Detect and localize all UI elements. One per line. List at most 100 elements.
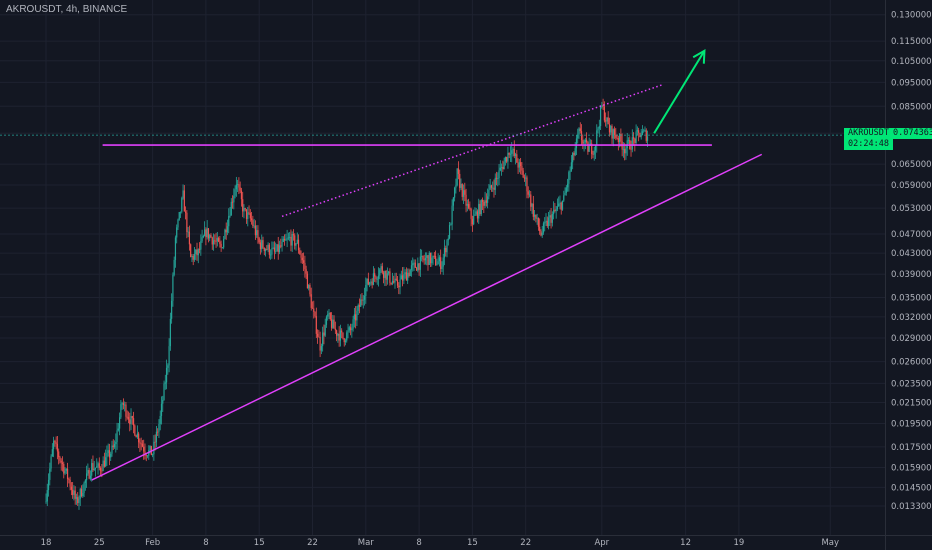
x-tick-label: 19: [733, 538, 744, 548]
candle-body: [405, 272, 408, 281]
candle-body: [87, 470, 89, 474]
candle-body: [300, 254, 302, 258]
candle-body: [494, 177, 496, 190]
candle-body: [549, 215, 551, 218]
candle-body: [644, 130, 646, 132]
candle-body: [179, 211, 182, 213]
candle-body: [220, 243, 222, 248]
candle-body: [145, 455, 147, 456]
candle-body: [640, 134, 642, 137]
candle-body: [191, 255, 193, 257]
candle-body: [116, 430, 118, 442]
candle-body: [219, 241, 221, 244]
candle-body: [410, 265, 413, 270]
upper-trendline[interactable]: [281, 83, 664, 218]
y-tick-label: 0.032000: [891, 313, 932, 323]
candle-body: [53, 440, 55, 450]
candle-body: [478, 203, 480, 219]
candle-body: [469, 207, 471, 209]
candle-body: [492, 187, 494, 189]
time-axis[interactable]: 18 25 Feb 8 15 22 Mar 8 15 22 Apr 12 19 May: [41, 538, 839, 548]
candle-body: [268, 244, 270, 255]
candle-body: [234, 189, 236, 196]
candle-body: [271, 248, 273, 255]
drawing-layer[interactable]: [0, 48, 885, 481]
candle-body: [267, 244, 269, 250]
x-tick-label: 15: [254, 538, 265, 548]
candle-body: [91, 463, 93, 476]
candle-body: [190, 244, 192, 257]
candle-body: [155, 431, 158, 443]
y-tick-label: 0.014500: [891, 483, 932, 493]
candle-body: [608, 124, 611, 133]
candle-body: [46, 490, 48, 502]
y-tick-label: 0.013300: [891, 502, 932, 512]
candle-body: [537, 217, 539, 227]
y-tick-label: 0.105000: [891, 57, 932, 67]
chart-title: AKROUSDT, 4h, BINANCE: [6, 4, 128, 15]
candle-body: [601, 105, 603, 107]
candle-body: [178, 211, 180, 220]
candle-body: [447, 238, 449, 241]
candle-body: [177, 219, 179, 228]
candle-body: [476, 211, 479, 219]
candle-body: [417, 263, 419, 271]
candle-body: [115, 441, 117, 444]
candle-body: [263, 247, 265, 252]
candle-body: [464, 190, 466, 195]
candle-body: [276, 244, 278, 251]
candle-body: [403, 274, 405, 281]
candle-body: [296, 239, 298, 244]
candle-body: [388, 271, 390, 274]
candle-body: [470, 208, 472, 219]
candle-body: [305, 269, 307, 274]
candle-body: [126, 416, 128, 418]
candle-body: [418, 263, 420, 270]
x-tick-label: May: [821, 538, 839, 548]
support-trendline[interactable]: [91, 153, 763, 481]
candle-body: [316, 333, 319, 337]
candle-body: [474, 214, 476, 216]
candle-body: [542, 223, 545, 233]
candle-body: [559, 202, 561, 204]
y-tick-label: 0.053000: [891, 204, 932, 214]
candle-body: [564, 192, 566, 196]
candle-body: [423, 259, 425, 261]
candle-body: [88, 470, 90, 479]
candle-body: [92, 463, 94, 471]
candle-body: [245, 209, 248, 219]
candle-body: [530, 194, 532, 207]
candle-body: [389, 271, 391, 283]
forecast-arrow[interactable]: [653, 50, 706, 134]
y-tick-label: 0.095000: [891, 78, 932, 88]
candle-body: [356, 310, 358, 321]
candle-body: [365, 284, 367, 296]
candle-body: [544, 222, 546, 224]
x-tick-label: 8: [416, 538, 421, 548]
x-tick-label: Apr: [594, 538, 609, 548]
candle-body: [174, 237, 177, 260]
candle-body: [247, 212, 249, 219]
candle-body: [186, 212, 188, 233]
candle-body: [107, 450, 109, 453]
candle-body: [616, 137, 618, 139]
candle-body: [363, 295, 366, 300]
x-tick-label: 12: [680, 538, 691, 548]
candle-body: [277, 244, 279, 253]
candle-body: [641, 131, 644, 135]
candle-body: [525, 177, 527, 179]
candle-body: [455, 185, 457, 188]
candle-body: [646, 136, 649, 141]
candle-body: [229, 215, 231, 217]
candle-body: [375, 276, 377, 280]
candle-body: [407, 272, 409, 281]
candle-body: [561, 200, 564, 210]
candle-body: [349, 327, 352, 331]
candle-body: [404, 272, 406, 275]
candle-body: [596, 130, 598, 145]
candle-body: [480, 199, 482, 215]
candle-body: [588, 145, 590, 152]
candle-body: [59, 457, 61, 461]
